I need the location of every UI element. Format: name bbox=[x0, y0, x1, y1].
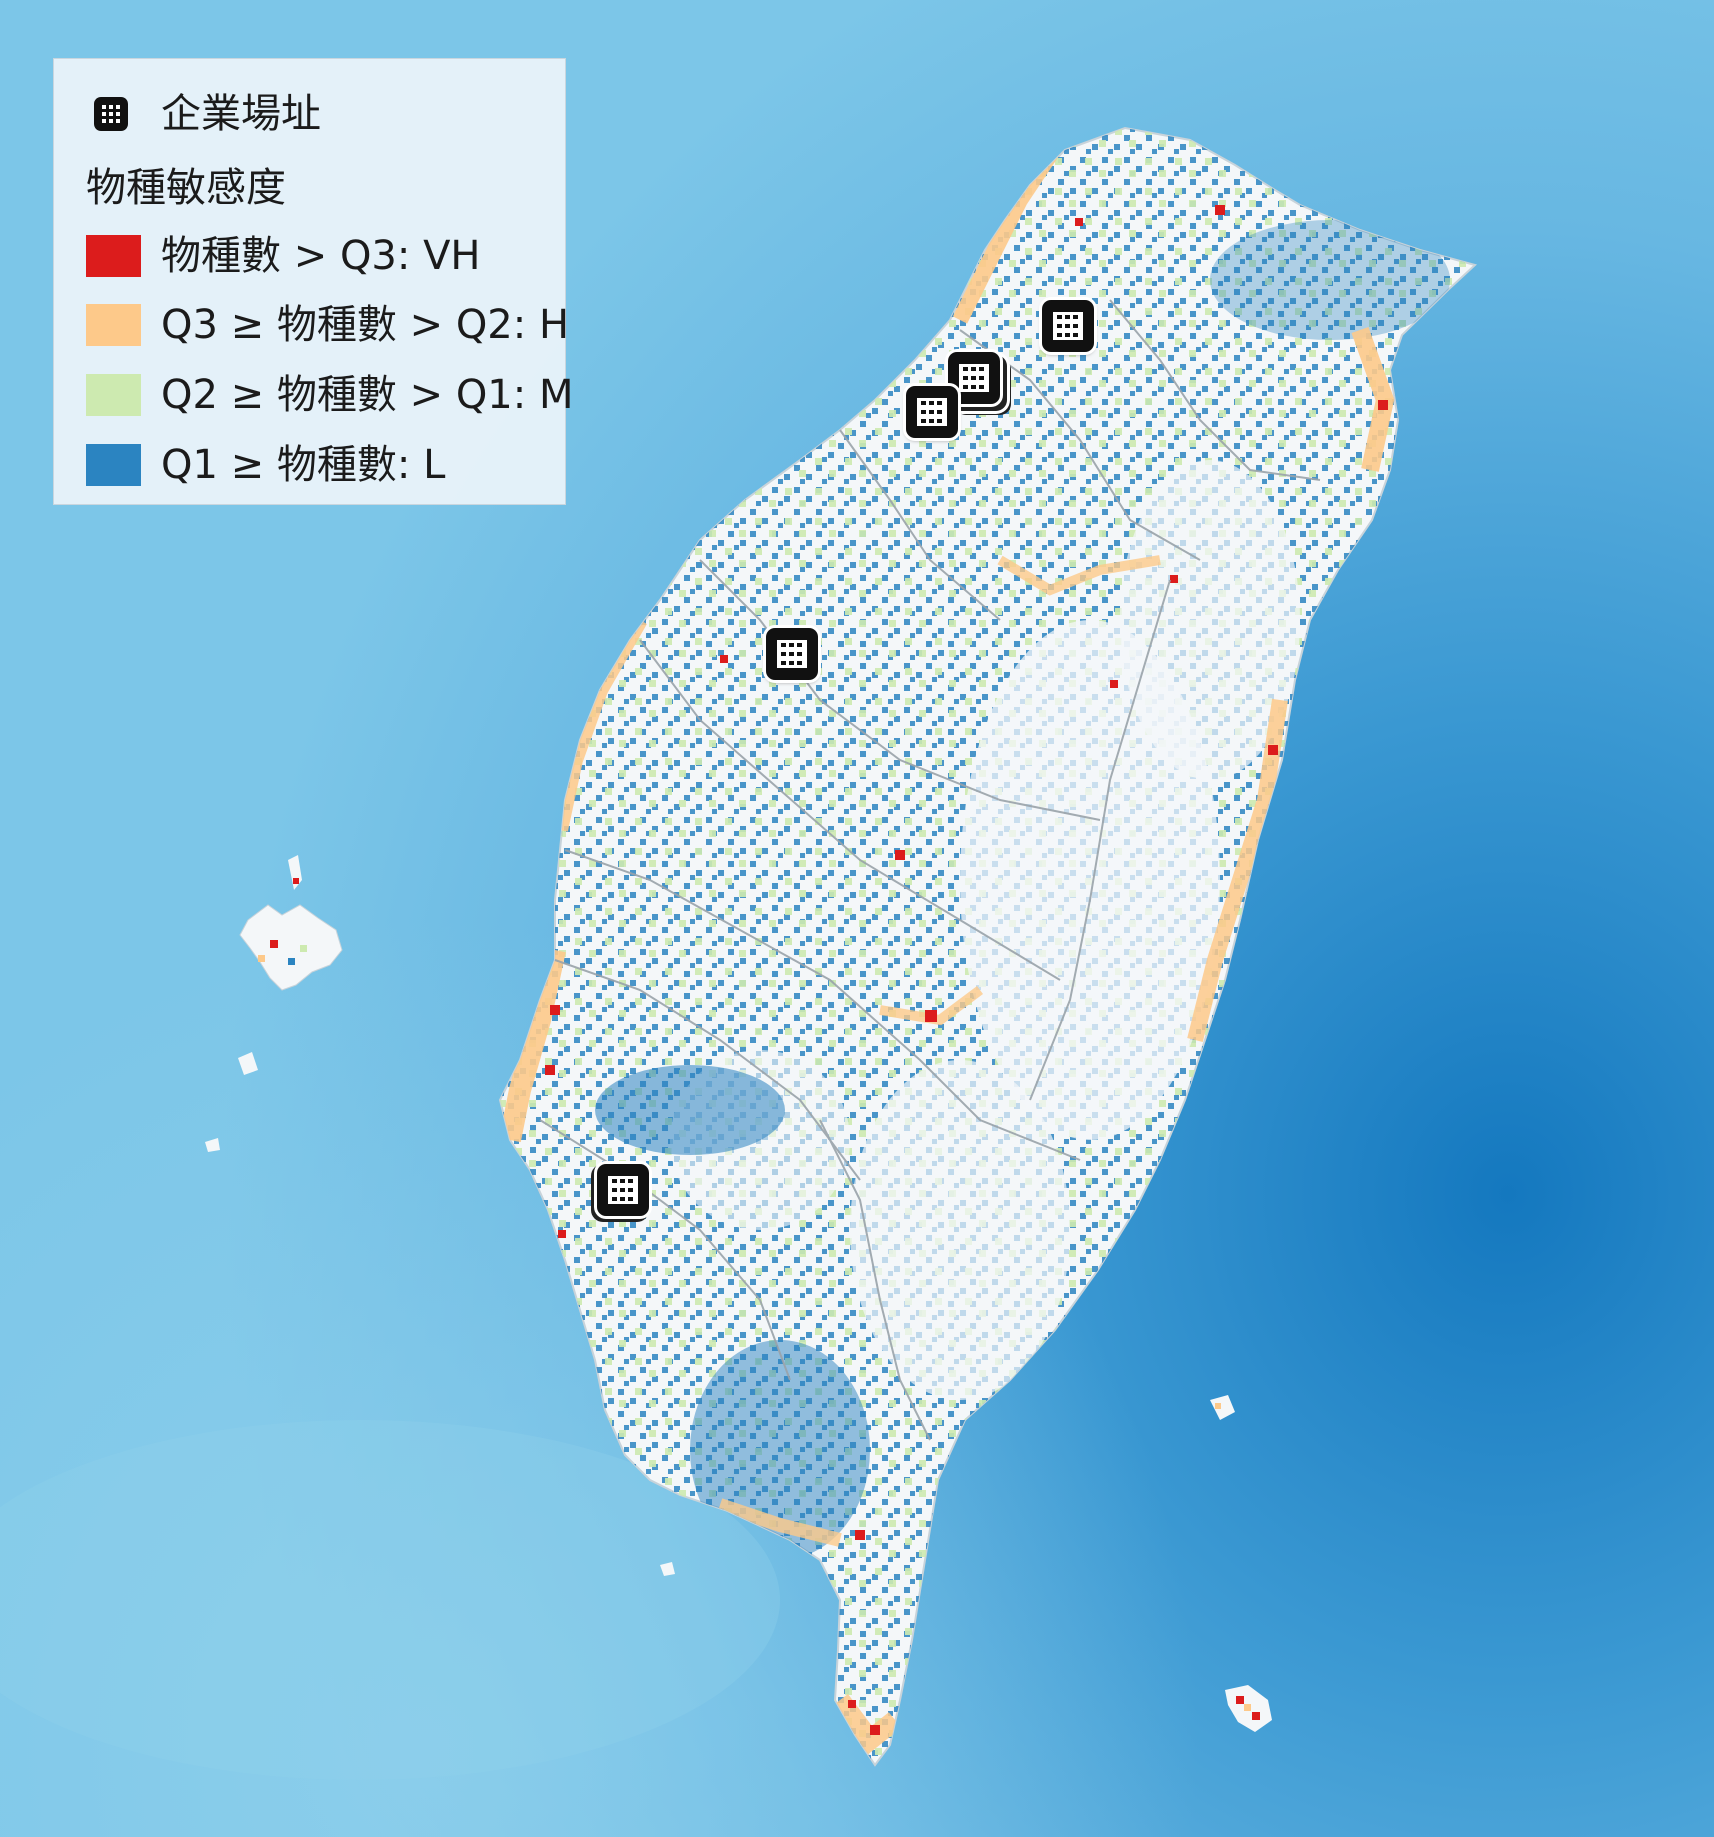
legend-label-l: Q1 ≥ 物種數: L bbox=[161, 442, 446, 488]
site-marker-taipei[interactable] bbox=[1042, 300, 1094, 352]
legend-label-h: Q3 ≥ 物種數 > Q2: H bbox=[161, 302, 570, 348]
east-islands bbox=[1210, 1395, 1272, 1732]
site-marker-hsinchu[interactable] bbox=[766, 628, 818, 680]
site-marker-taoyuan[interactable] bbox=[948, 352, 1000, 404]
legend-swatch-m bbox=[86, 374, 141, 416]
map-legend: 企業場址 物種敏感度 物種數 > Q3: VH Q3 ≥ 物種數 > Q2: H… bbox=[53, 58, 573, 505]
legend-title: 物種敏感度 bbox=[86, 165, 286, 211]
legend-label-m: Q2 ≥ 物種數 > Q1: M bbox=[161, 372, 574, 418]
building-icon bbox=[777, 640, 807, 668]
building-icon bbox=[94, 97, 128, 131]
penghu-islands bbox=[205, 855, 343, 1152]
building-icon bbox=[1053, 312, 1083, 340]
building-icon bbox=[917, 398, 947, 426]
site-marker-taoyuan-coast[interactable] bbox=[906, 386, 958, 438]
legend-site-label: 企業場址 bbox=[161, 91, 321, 137]
legend-swatch-h bbox=[86, 304, 141, 346]
legend-swatch-l bbox=[86, 444, 141, 486]
legend-swatch-vh bbox=[86, 235, 141, 277]
building-icon bbox=[608, 1176, 638, 1204]
building-icon bbox=[959, 364, 989, 392]
legend-label-vh: 物種數 > Q3: VH bbox=[161, 233, 481, 279]
site-marker-tainan[interactable] bbox=[597, 1164, 649, 1216]
